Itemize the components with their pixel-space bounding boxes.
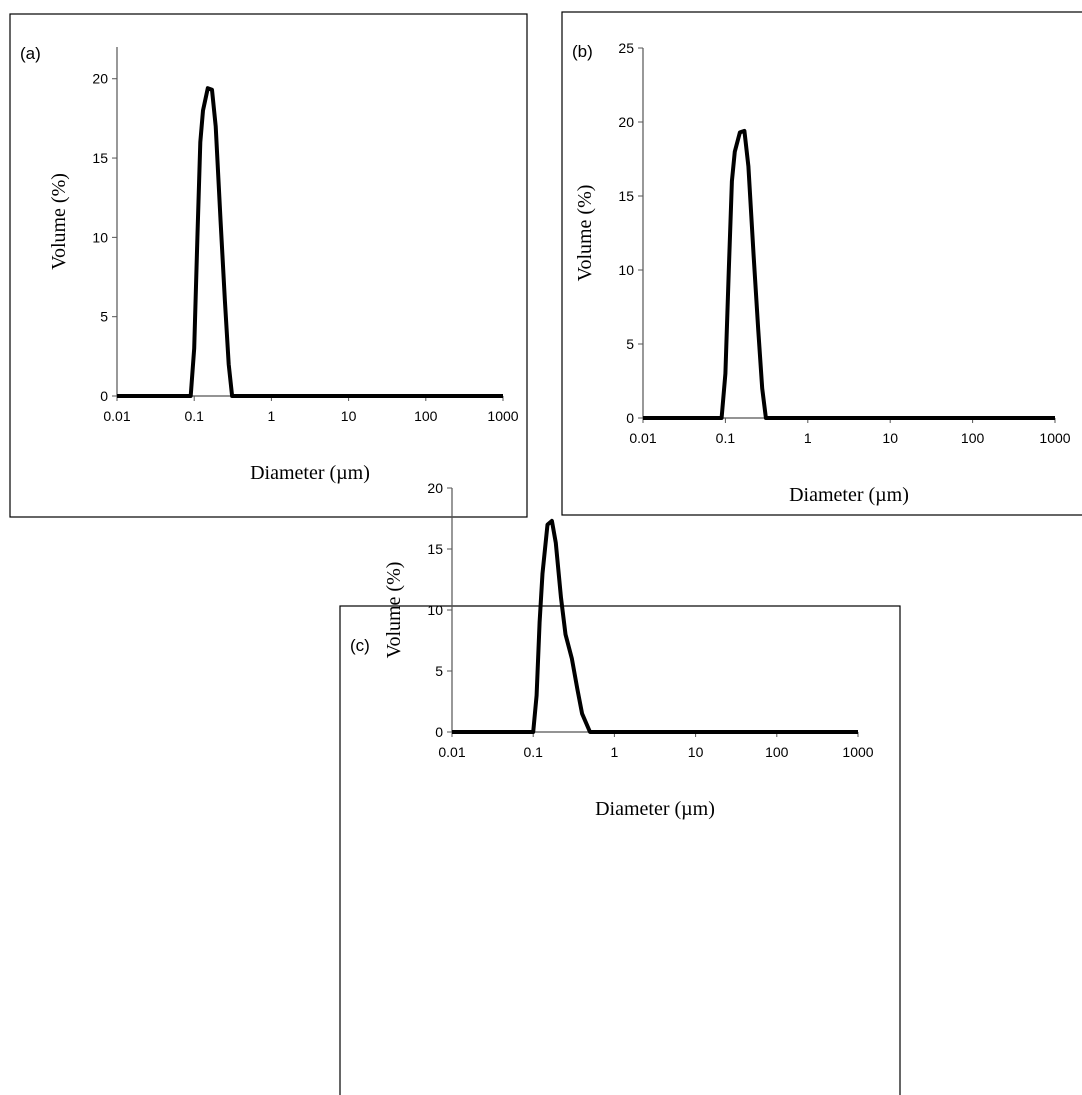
y-tick-label: 15 (92, 150, 108, 166)
y-tick-label: 5 (435, 663, 443, 679)
panel-frame (561, 11, 1082, 516)
chart-panel: 0 5 10 15 20 25 0.01 0.1 1 10 100 1000 Diameter (µm)… (561, 11, 1082, 516)
panel-label: (a) (20, 44, 41, 63)
x-tick-label: 0.1 (523, 744, 543, 760)
y-tick-label: 10 (92, 229, 108, 245)
x-tick-label: 1000 (487, 408, 518, 424)
x-axis-title: Diameter (µm) (250, 462, 370, 484)
x-tick-label: 1000 (842, 744, 873, 760)
y-axis-title: Volume (%) (48, 173, 70, 270)
x-tick-label: 10 (341, 408, 357, 424)
x-axis-title: Diameter (µm) (789, 484, 909, 506)
panel-label: (c) (350, 636, 370, 655)
x-tick-label: 10 (882, 430, 898, 446)
chart-panel: 0 5 10 15 20 0.01 0.1 1 10 100 1000 Diameter (µm) Vo… (339, 480, 901, 1095)
y-tick-label: 0 (435, 724, 443, 740)
x-tick-label: 100 (765, 744, 789, 760)
x-tick-label: 1 (268, 408, 276, 424)
y-tick-label: 5 (100, 309, 108, 325)
y-tick-label: 10 (618, 262, 634, 278)
y-tick-label: 0 (626, 410, 634, 426)
panel-label: (b) (572, 42, 593, 61)
data-line (643, 128, 1055, 420)
y-axis-title: Volume (%) (383, 562, 405, 659)
y-tick-label: 10 (427, 602, 443, 618)
x-tick-label: 1 (804, 430, 812, 446)
x-tick-label: 0.01 (103, 408, 130, 424)
panel-frame (9, 13, 528, 518)
x-tick-label: 1 (611, 744, 619, 760)
y-tick-label: 20 (618, 114, 634, 130)
y-tick-label: 20 (427, 480, 443, 496)
x-axis-title: Diameter (µm) (595, 798, 715, 820)
y-tick-label: 0 (100, 388, 108, 404)
y-tick-label: 5 (626, 336, 634, 352)
x-tick-label: 100 (414, 408, 438, 424)
data-line (452, 518, 858, 734)
panel-frame (339, 605, 901, 1095)
x-tick-label: 0.01 (438, 744, 465, 760)
data-line (117, 86, 503, 398)
y-axis-title: Volume (%) (574, 185, 596, 282)
x-tick-label: 0.01 (629, 430, 656, 446)
y-tick-label: 20 (92, 71, 108, 87)
chart-panel: 0 5 10 15 20 0.01 0.1 1 10 100 1000 Diameter (µm) Vo… (9, 13, 528, 518)
x-tick-label: 0.1 (716, 430, 736, 446)
y-tick-label: 15 (427, 541, 443, 557)
x-tick-label: 0.1 (184, 408, 204, 424)
y-tick-label: 15 (618, 188, 634, 204)
x-tick-label: 1000 (1039, 430, 1070, 446)
y-tick-label: 25 (618, 40, 634, 56)
x-tick-label: 10 (688, 744, 704, 760)
x-tick-label: 100 (961, 430, 985, 446)
